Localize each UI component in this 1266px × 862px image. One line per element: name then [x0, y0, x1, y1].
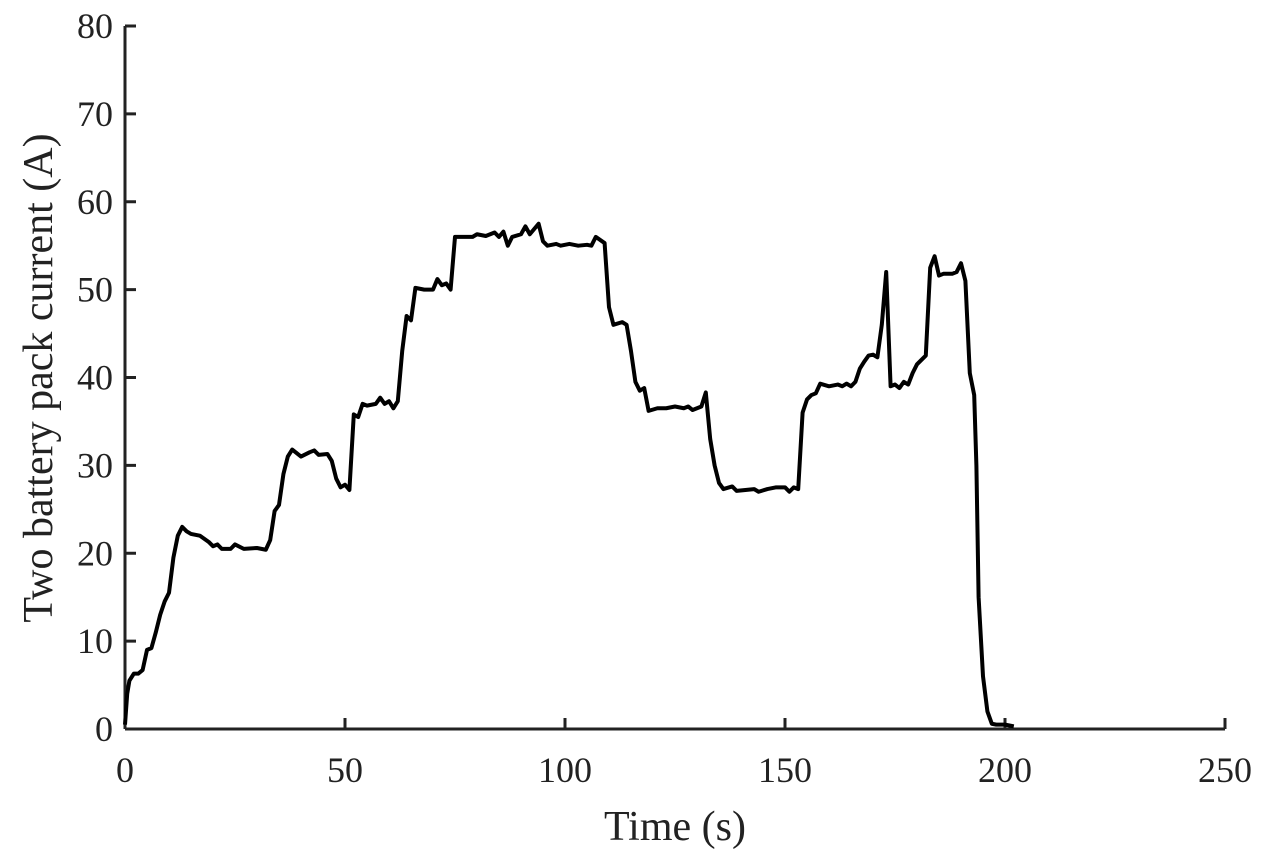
y-tick-label: 50 — [77, 270, 113, 310]
y-tick-label: 20 — [77, 533, 113, 573]
x-tick-label: 0 — [116, 750, 134, 790]
y-tick-label: 70 — [77, 94, 113, 134]
y-tick-label: 0 — [95, 709, 113, 749]
data-line — [123, 221, 1015, 729]
y-tick-label: 40 — [77, 358, 113, 398]
x-tick-label: 50 — [327, 750, 363, 790]
x-axis-label: Time (s) — [604, 804, 746, 850]
y-tick-label: 60 — [77, 182, 113, 222]
x-tick-label: 150 — [758, 750, 812, 790]
y-axis-label: Two battery pack current (A) — [16, 133, 62, 622]
y-tick-label: 10 — [77, 621, 113, 661]
y-tick-label: 30 — [77, 445, 113, 485]
x-tick-label: 200 — [978, 750, 1032, 790]
y-tick-label: 80 — [77, 6, 113, 46]
x-tick-label: 250 — [1198, 750, 1252, 790]
x-tick-label: 100 — [538, 750, 592, 790]
